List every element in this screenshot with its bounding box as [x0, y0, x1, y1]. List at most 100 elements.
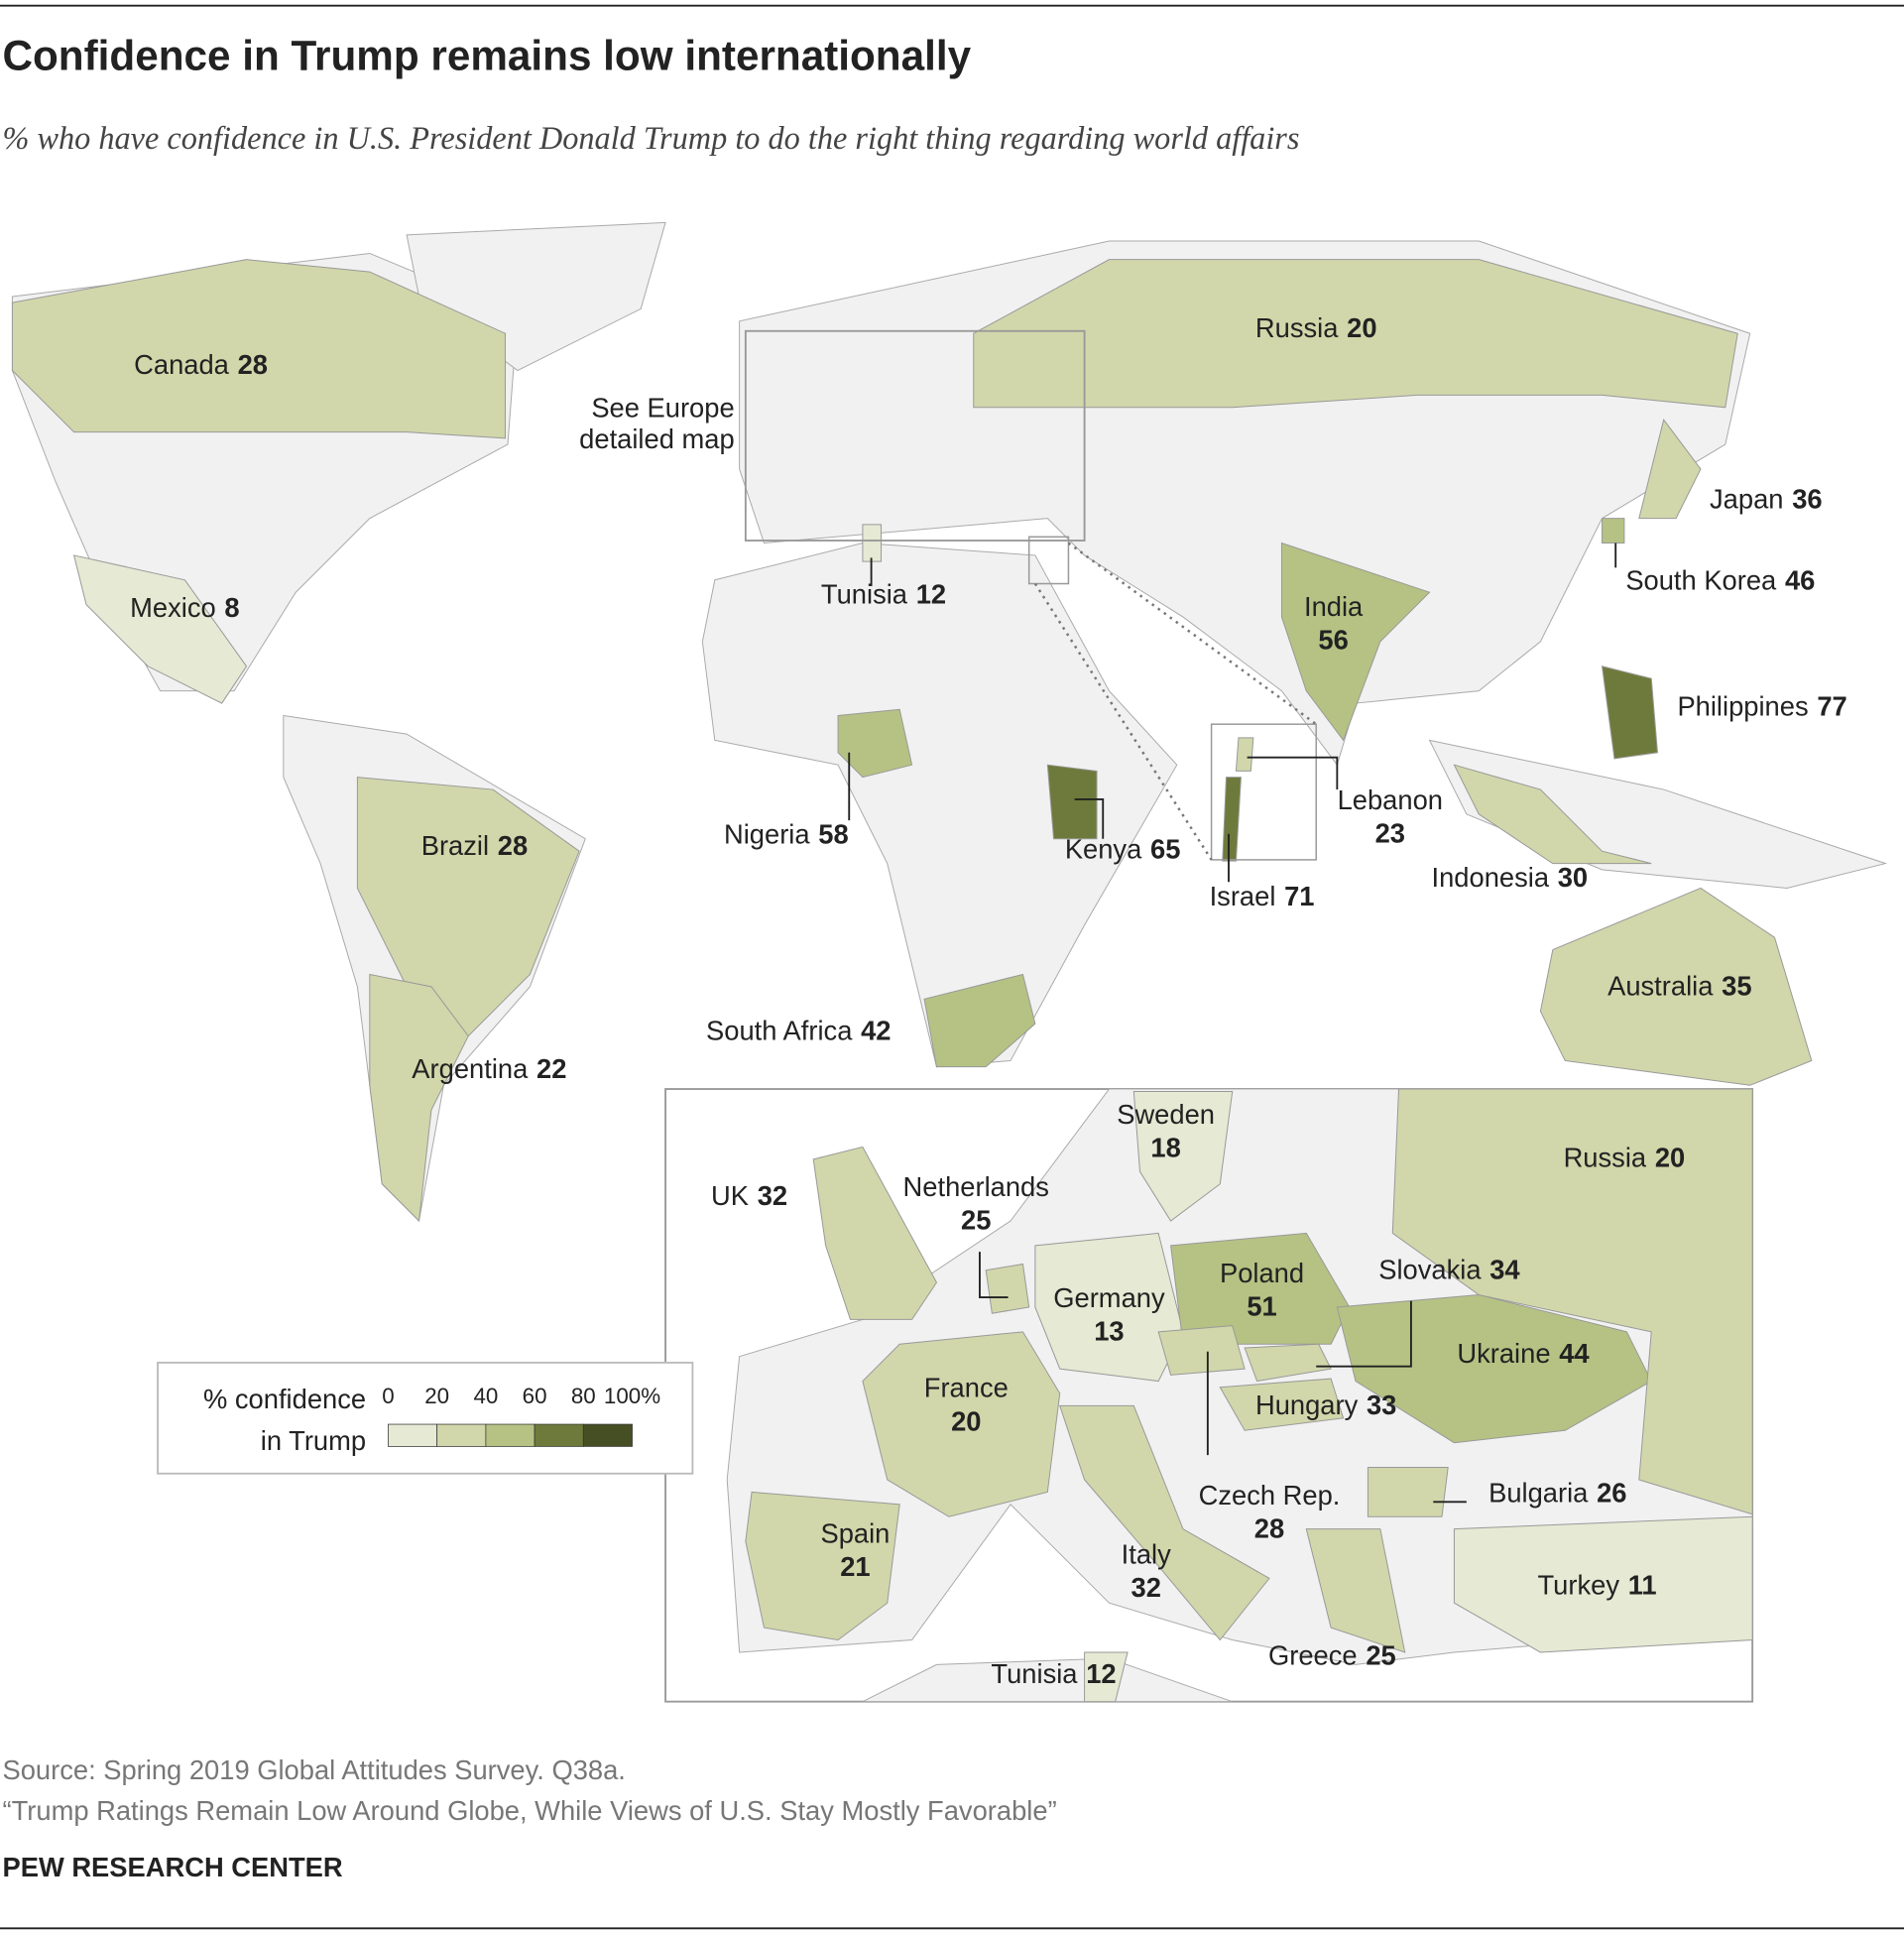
country-label: Russia 20: [1564, 1142, 1686, 1172]
country-label: Brazil 28: [421, 830, 528, 861]
country-name: Turkey: [1538, 1570, 1620, 1601]
country: [1602, 518, 1625, 544]
country: [1336, 1294, 1652, 1444]
country: [1601, 665, 1658, 760]
annotations: See Europe detailed map: [579, 329, 1617, 1504]
country-label: Philippines 77: [1677, 690, 1846, 721]
legend-title: % confidence: [203, 1384, 366, 1414]
country: [812, 1146, 938, 1320]
europe-note: detailed map: [579, 423, 734, 454]
country-name: Czech Rep.: [1199, 1480, 1341, 1511]
legend-tick-label: 20: [424, 1384, 449, 1408]
country: [1157, 1325, 1246, 1376]
country-name: Sweden: [1117, 1099, 1215, 1130]
country-value: 51: [1247, 1291, 1276, 1322]
country-label: Nigeria 58: [724, 819, 849, 850]
connector: [1033, 582, 1213, 861]
country-label: Germany 13: [1053, 1282, 1165, 1347]
country: [1034, 1232, 1184, 1383]
country-label: Canada 28: [134, 349, 268, 380]
legend-swatch: [485, 1423, 536, 1447]
title: Confidence in Trump remains low internat…: [2, 32, 971, 78]
legend-swatch: [388, 1423, 438, 1447]
country: [1367, 1467, 1449, 1517]
country-value: 32: [1131, 1572, 1161, 1603]
country: [1219, 1378, 1345, 1431]
country: [1539, 887, 1813, 1086]
country-name: Brazil: [421, 830, 489, 861]
country-value: 25: [961, 1205, 991, 1236]
country-label: Indonesia 30: [1432, 862, 1589, 893]
brand: PEW RESEARCH CENTER: [2, 1852, 342, 1882]
country-value: 46: [1785, 565, 1815, 596]
country-value: 44: [1559, 1338, 1590, 1369]
legend-tick-label: 40: [473, 1384, 498, 1408]
country-value: 30: [1558, 862, 1588, 893]
country: [837, 708, 913, 779]
country-name: Indonesia: [1432, 862, 1550, 893]
country: [1059, 1404, 1270, 1641]
country-label: Sweden 18: [1117, 1099, 1215, 1163]
country-value: 32: [758, 1180, 787, 1211]
country-value: 25: [1366, 1639, 1395, 1670]
country-value: 34: [1489, 1254, 1520, 1284]
country-name: Israel: [1210, 881, 1276, 911]
legend-frame: [157, 1361, 694, 1475]
country-name: Spain: [820, 1517, 890, 1548]
country-value: 65: [1150, 834, 1180, 865]
country-value: 28: [1254, 1512, 1284, 1543]
country-value: 12: [1086, 1658, 1116, 1689]
country-label: France 20: [924, 1373, 1009, 1437]
country-label: Ukraine 44: [1457, 1338, 1590, 1369]
country-label: Lebanon 23: [1338, 785, 1443, 849]
country: [1084, 1651, 1129, 1702]
country-value: 22: [536, 1053, 566, 1084]
legend-swatch: [582, 1423, 633, 1447]
legend-swatch: [534, 1423, 584, 1447]
country: [1305, 1528, 1406, 1653]
leader: [979, 1252, 1009, 1298]
legend: % confidence in Trump 0 20 40 60 80 100%: [157, 1361, 694, 1475]
country-name: Australia: [1607, 971, 1714, 1002]
subtitle: % who have confidence in U.S. President …: [2, 120, 1299, 156]
country-label: Australia 35: [1607, 971, 1751, 1002]
country: [1170, 1232, 1351, 1345]
country-name: Russia: [1255, 312, 1339, 343]
country-name: Canada: [134, 349, 230, 380]
legend-tick-label: 80: [571, 1384, 596, 1408]
country: [356, 777, 580, 1037]
country-label: Czech Rep. 28: [1199, 1480, 1341, 1544]
country-name: Ukraine: [1457, 1338, 1550, 1369]
country-value: 56: [1318, 624, 1348, 655]
country-name: Netherlands: [903, 1171, 1049, 1202]
country-name: Russia: [1564, 1142, 1647, 1172]
country-label: UK 32: [711, 1180, 787, 1211]
europe-box: [744, 329, 1086, 542]
country-label: Mexico 8: [130, 592, 239, 623]
land: [1428, 739, 1888, 889]
country: [1235, 737, 1254, 772]
country-value: 13: [1094, 1316, 1124, 1347]
country: [72, 554, 248, 704]
country-name: UK: [711, 1180, 749, 1211]
country-value: 20: [951, 1405, 981, 1436]
country-label: Tunisia 12: [821, 578, 946, 609]
country-name: Hungary: [1255, 1390, 1359, 1420]
country-name: Greece: [1268, 1639, 1358, 1670]
country-label: Greece 25: [1268, 1639, 1396, 1670]
country-name: South Korea: [1625, 565, 1777, 596]
country: [1453, 764, 1652, 865]
country: [1244, 1343, 1332, 1383]
country: [745, 1491, 900, 1641]
country: [1280, 542, 1431, 742]
country-label: Turkey 11: [1538, 1570, 1657, 1601]
world-map: [11, 221, 1888, 1223]
country-name: Japan: [1710, 484, 1783, 515]
country-name: Nigeria: [724, 819, 810, 850]
country: [1046, 764, 1098, 840]
country-label: South Korea 46: [1625, 565, 1815, 596]
country-name: Italy: [1122, 1538, 1171, 1569]
country-label: Slovakia 34: [1378, 1254, 1520, 1284]
country-value: 20: [1655, 1142, 1685, 1172]
